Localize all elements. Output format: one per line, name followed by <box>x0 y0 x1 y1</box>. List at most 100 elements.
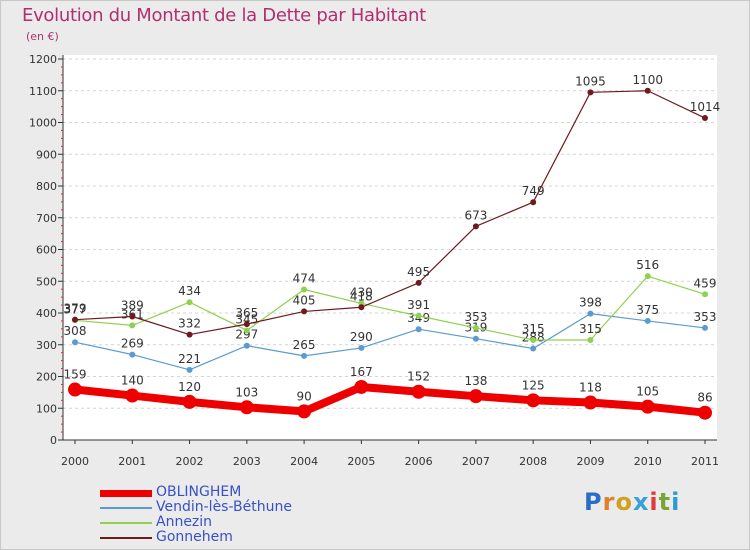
logo-letter: i <box>649 488 659 516</box>
data-point <box>472 324 479 331</box>
x-tick-label: 2002 <box>176 455 204 468</box>
data-point <box>702 291 708 298</box>
data-label: 418 <box>350 289 373 303</box>
data-point <box>72 316 78 323</box>
series-line-gonnehem <box>74 90 706 336</box>
data-point <box>72 339 78 346</box>
y-tick-label: 600 <box>36 244 57 257</box>
data-point <box>644 273 651 280</box>
x-tick-label: 2009 <box>576 455 604 468</box>
legend-item: Vendin-lès-Béthune <box>100 499 340 515</box>
data-label: 138 <box>464 374 487 388</box>
y-tick-label: 1200 <box>29 53 57 66</box>
data-point <box>702 115 708 122</box>
data-label: 1014 <box>690 100 721 114</box>
plot-area <box>63 55 717 440</box>
series-line-oblinghem <box>74 382 706 417</box>
data-point <box>301 286 308 293</box>
data-label: 125 <box>522 378 545 392</box>
data-label: 375 <box>636 303 659 317</box>
legend-item: Annezin <box>100 514 340 530</box>
data-point <box>411 384 426 399</box>
legend-swatch <box>100 522 152 524</box>
data-label: 90 <box>296 389 311 403</box>
logo-letter: t <box>658 488 672 516</box>
data-point <box>243 342 250 349</box>
data-label: 118 <box>579 381 602 395</box>
data-point <box>301 308 308 315</box>
data-point <box>186 299 193 306</box>
x-tick-label: 2008 <box>519 455 547 468</box>
logo-letter: P <box>584 488 603 516</box>
data-label: 365 <box>235 306 258 320</box>
data-label: 105 <box>636 385 659 399</box>
data-label: 749 <box>522 184 545 198</box>
data-label: 353 <box>464 310 487 324</box>
y-tick-label: 400 <box>36 307 57 320</box>
data-label: 159 <box>64 368 87 382</box>
data-point <box>415 279 422 286</box>
data-label: 152 <box>407 370 430 384</box>
data-label: 495 <box>407 265 430 279</box>
data-point <box>125 388 140 403</box>
data-point <box>297 404 312 419</box>
data-point <box>640 399 655 414</box>
data-point <box>530 345 537 352</box>
data-point <box>587 310 594 317</box>
data-label: 1100 <box>632 73 663 87</box>
data-label: 434 <box>178 284 201 298</box>
logo-letter: i <box>671 488 681 516</box>
data-label: 353 <box>694 310 717 324</box>
logo-letter: o <box>615 488 633 516</box>
data-point <box>243 321 250 328</box>
x-tick-label: 2003 <box>233 455 261 468</box>
data-point <box>129 322 136 329</box>
legend-swatch <box>100 507 152 509</box>
x-tick-label: 2010 <box>634 455 662 468</box>
y-tick-label: 500 <box>36 275 57 288</box>
x-tick-label: 2001 <box>118 455 146 468</box>
data-point <box>526 393 541 408</box>
data-label: 332 <box>178 317 201 331</box>
data-label: 265 <box>293 338 316 352</box>
data-point <box>644 87 651 94</box>
data-point <box>587 336 594 343</box>
data-label: 103 <box>235 385 258 399</box>
x-tick-label: 2006 <box>405 455 433 468</box>
legend-swatch <box>100 489 152 497</box>
data-label: 398 <box>579 296 602 310</box>
data-point <box>186 331 193 338</box>
data-label: 1095 <box>575 74 606 88</box>
data-label: 297 <box>235 328 258 342</box>
data-label: 290 <box>350 330 373 344</box>
y-tick-label: 300 <box>36 339 57 352</box>
y-tick-label: 700 <box>36 212 57 225</box>
data-label: 391 <box>407 298 430 312</box>
data-point <box>354 379 369 394</box>
data-label: 474 <box>293 272 316 286</box>
series-line-vendin-l-s-b-thune <box>74 313 706 371</box>
data-label: 120 <box>178 380 201 394</box>
data-point <box>587 89 594 96</box>
data-point <box>472 223 479 230</box>
data-point <box>644 317 651 324</box>
data-label: 315 <box>579 322 602 336</box>
data-point <box>243 327 250 334</box>
data-label: 389 <box>121 298 144 312</box>
x-tick-label: 2007 <box>462 455 490 468</box>
data-label: 221 <box>178 352 201 366</box>
data-point <box>129 351 136 358</box>
legend-label: Vendin-lès-Béthune <box>156 499 292 515</box>
data-point <box>468 389 483 404</box>
data-point <box>186 366 193 373</box>
logo-letter: x <box>632 488 650 516</box>
data-label: 379 <box>64 302 87 316</box>
data-label: 430 <box>350 285 373 299</box>
legend-label: Gonnehem <box>156 529 233 545</box>
chart-title: Evolution du Montant de la Dette par Hab… <box>22 5 426 26</box>
data-point <box>415 326 422 333</box>
chart-legend: OBLINGHEM Vendin-lès-Béthune Annezin Gonneh… <box>100 484 340 545</box>
data-label: 516 <box>636 258 659 272</box>
data-label: 167 <box>350 365 373 379</box>
